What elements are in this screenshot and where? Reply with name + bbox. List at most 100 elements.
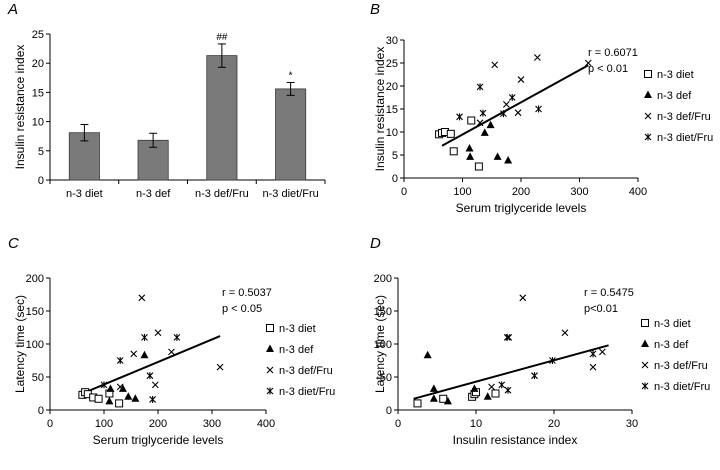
panel-letter: D [370, 235, 381, 252]
data-point [168, 348, 175, 356]
y-tick-label: 200 [26, 273, 44, 285]
panel-letter: A [7, 1, 18, 18]
data-point [491, 389, 500, 398]
legend-label: n-3 diet [279, 323, 316, 335]
x-tick-label: 200 [512, 186, 530, 198]
y-tick-label: 5 [38, 146, 44, 158]
y-tick-label: 200 [374, 273, 392, 285]
legend-item: n-3 diet [644, 69, 694, 81]
data-point [504, 386, 512, 394]
p-value: p < 0.05 [222, 303, 262, 315]
data-point [514, 109, 522, 117]
y-tick-label: 150 [26, 306, 44, 318]
data-point [493, 152, 502, 160]
data-point [589, 350, 597, 358]
x-category-label: n-3 def [136, 188, 171, 200]
data-point [479, 109, 487, 117]
legend-marker [644, 112, 652, 120]
data-point [491, 61, 499, 69]
y-tick-label: 15 [32, 87, 44, 99]
data-point [216, 363, 224, 371]
y-tick-label: 25 [32, 29, 44, 41]
y-tick-label: 15 [386, 104, 398, 116]
data-point [115, 399, 124, 408]
x-tick-label: 400 [257, 418, 275, 430]
data-point [467, 116, 476, 125]
y-tick-label: 0 [392, 173, 398, 185]
x-tick-label: 0 [401, 186, 407, 198]
series-n-3-def-fru [116, 294, 224, 391]
panel-c: C 0 50 100 150 200 Latency time (sec) 0 100 200 30… [8, 235, 335, 447]
x-category-label: n-3 diet [66, 188, 103, 200]
legend-item: n-3 def [644, 90, 692, 102]
panel-a: A 0 5 10 15 20 25 Insulin resistance index n-3 d… [7, 1, 326, 200]
data-point [598, 348, 606, 356]
x-tick-label: 20 [548, 418, 560, 430]
legend-marker [644, 70, 652, 78]
x-tick-label: 100 [95, 418, 113, 430]
data-point [498, 381, 506, 389]
series-n-3-def [105, 350, 149, 405]
legend-marker [641, 382, 649, 390]
data-point [476, 119, 484, 127]
legend-marker [266, 324, 274, 332]
data-point [466, 152, 475, 160]
y-axis-title: Latency time (sec) [373, 295, 387, 393]
data-point [149, 395, 156, 403]
y-tick-label: 20 [32, 58, 44, 70]
y-tick-label: 25 [386, 58, 398, 70]
data-point [470, 384, 479, 392]
legend-item: n-3 def [266, 344, 314, 356]
legend-marker [266, 387, 274, 395]
series-n-3-def [423, 350, 492, 405]
legend-label: n-3 def [657, 90, 692, 102]
data-point [535, 105, 542, 113]
bar [206, 55, 238, 181]
data-point [504, 156, 513, 164]
x-tick-label: 400 [629, 186, 647, 198]
legend-item: n-3 diet/Fru [641, 381, 710, 393]
data-point [100, 381, 108, 389]
legend-marker [644, 90, 652, 98]
data-point [94, 394, 103, 403]
x-tick-label: 10 [470, 418, 482, 430]
data-point [519, 294, 527, 302]
legend-marker [644, 133, 652, 141]
x-tick-label: 300 [203, 418, 221, 430]
y-axis-title: Insulin resistance index [373, 47, 387, 172]
data-point [476, 83, 484, 91]
data-point [140, 350, 149, 359]
data-point [480, 128, 489, 136]
data-point [146, 372, 154, 380]
y-tick-label: 150 [374, 306, 392, 318]
series-n-3-diet-fru [456, 83, 542, 121]
x-tick-label: 100 [453, 186, 471, 198]
significance-label: ## [216, 32, 228, 43]
y-tick-label: 50 [380, 372, 392, 384]
legend-marker [641, 319, 649, 327]
x-tick-label: 0 [395, 418, 401, 430]
data-point [533, 54, 541, 61]
y-tick-label: 10 [32, 117, 44, 129]
data-point [116, 383, 124, 391]
data-point [439, 394, 448, 403]
y-tick-label: 5 [392, 150, 398, 162]
y-axis-title: Insulin resistance index [13, 45, 27, 170]
legend-item: n-3 def [641, 339, 689, 351]
legend-label: n-3 def/Fru [279, 365, 333, 377]
y-axis-title: Latency time (sec) [13, 295, 27, 393]
series-n-3-diet [435, 116, 483, 171]
data-point [488, 383, 495, 391]
significance-label: * [289, 70, 293, 81]
data-point [449, 147, 458, 156]
data-point [500, 110, 507, 118]
legend-item: n-3 diet [641, 318, 691, 330]
data-point [141, 333, 148, 341]
panel-d: D 0 50 100 150 200 Latency time (sec) 0 10 20 30 In… [370, 235, 710, 447]
data-point [118, 384, 127, 392]
y-tick-label: 30 [386, 35, 398, 47]
legend-label: n-3 diet/Fru [657, 132, 713, 144]
